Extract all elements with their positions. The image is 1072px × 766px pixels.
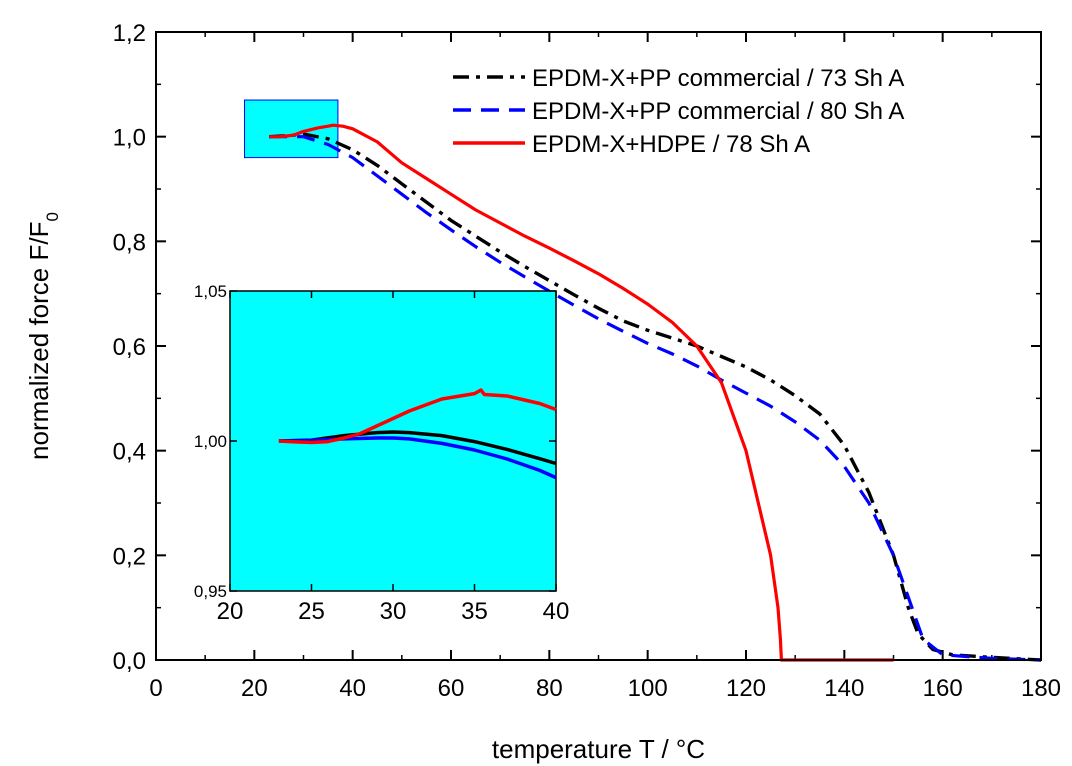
main-plot-frame [155, 31, 1042, 661]
inset-y-tick-label: 0,95 [194, 582, 227, 601]
y-axis-title: normalized force F/F0 [24, 212, 62, 460]
inset-x-tick-label: 20 [217, 598, 244, 625]
x-tick-label: 20 [241, 675, 268, 702]
x-tick-label: 80 [536, 675, 563, 702]
x-tick-label: 60 [438, 675, 465, 702]
x-axis-title: temperature T / °C [492, 734, 705, 764]
y-tick-label: 0,0 [113, 648, 146, 675]
y-axis-title-subscript: 0 [43, 212, 62, 221]
legend-label-3: EPDM-X+HDPE / 78 Sh A [532, 131, 810, 158]
inset-plot: 20 25 30 35 40 0,95 1,00 1,05 [194, 282, 569, 625]
inset-x-tick-label: 35 [461, 598, 488, 625]
y-tick-label: 0,2 [113, 543, 146, 570]
inset-series-line-3 [278, 388, 557, 445]
inset-x-tick-label: 25 [298, 598, 325, 625]
x-tick-label: 160 [923, 675, 963, 702]
series-line-2 [269, 135, 1042, 662]
x-tick-label: 120 [726, 675, 766, 702]
x-tick-label: 140 [824, 675, 864, 702]
y-tick-label: 1,0 [113, 125, 146, 152]
y-tick-label: 0,8 [113, 229, 146, 256]
inset-y-tick-label: 1,05 [194, 282, 227, 301]
y-tick-label: 0,6 [113, 334, 146, 361]
series-line-1 [269, 132, 1042, 662]
inset-x-tick-label: 40 [543, 598, 570, 625]
legend-label-1: EPDM-X+PP commercial / 73 Sh A [532, 65, 904, 92]
inset-series-line-1 [278, 430, 557, 466]
y-tick-label: 1,2 [113, 20, 146, 47]
x-tick-label: 180 [1021, 675, 1061, 702]
y-axis-title-main: normalized force F/F [24, 222, 54, 460]
y-tick-label: 0,4 [113, 439, 146, 466]
legend: EPDM-X+PP commercial / 73 Sh A EPDM-X+PP … [453, 65, 904, 158]
inset-y-tick-label: 1,00 [194, 432, 227, 451]
x-tick-label: 0 [149, 675, 162, 702]
x-tick-label: 100 [628, 675, 668, 702]
series-line-3 [269, 123, 894, 662]
x-tick-label: 40 [339, 675, 366, 702]
inset-x-tick-label: 30 [380, 598, 407, 625]
legend-label-2: EPDM-X+PP commercial / 80 Sh A [532, 98, 904, 125]
main-plot-area [244, 99, 1042, 662]
zoom-region-box [244, 99, 339, 159]
